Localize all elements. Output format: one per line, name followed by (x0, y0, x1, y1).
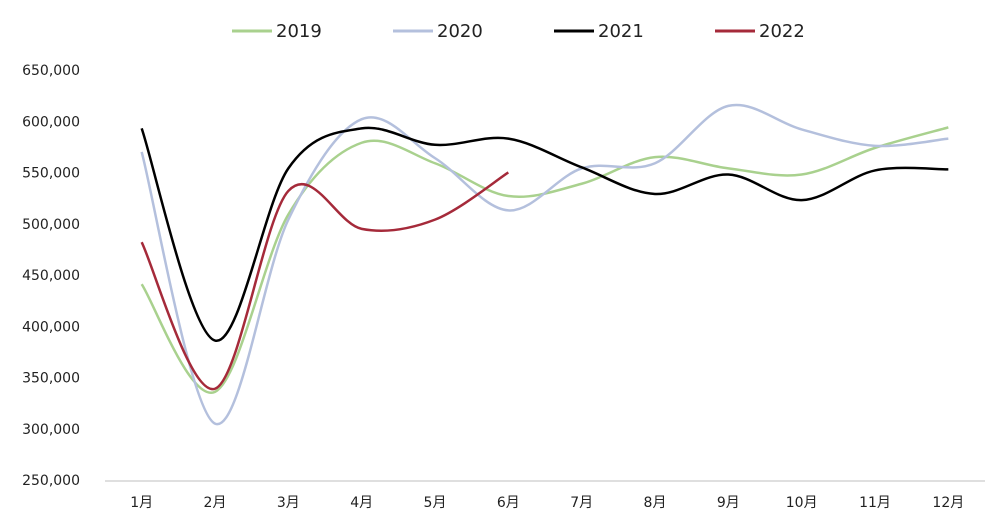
series-line (140, 126, 949, 342)
x-tick-label: 12月 (932, 495, 964, 511)
x-tick-label: 6月 (497, 495, 520, 511)
x-tick-label: 7月 (570, 495, 593, 511)
x-tick-label: 10月 (786, 495, 818, 511)
y-tick-label: 300,000 (22, 422, 80, 438)
y-tick-label: 250,000 (22, 473, 80, 489)
y-tick-label: 450,000 (22, 268, 80, 284)
x-tick-label: 5月 (424, 495, 447, 511)
legend-label: 2020 (437, 21, 483, 42)
y-tick-label: 500,000 (22, 217, 80, 233)
x-tick-label: 9月 (717, 495, 740, 511)
series-line (140, 171, 510, 391)
legend-label: 2022 (759, 21, 805, 42)
y-tick-label: 650,000 (22, 63, 80, 79)
series-line (140, 126, 949, 394)
x-tick-label: 2月 (204, 495, 227, 511)
x-tick-label: 11月 (859, 495, 891, 511)
y-tick-label: 400,000 (22, 319, 80, 335)
x-tick-label: 3月 (277, 495, 300, 511)
series-line (140, 103, 949, 425)
x-tick-label: 8月 (644, 495, 667, 511)
legend-label: 2021 (598, 21, 644, 42)
y-tick-label: 600,000 (22, 114, 80, 130)
y-tick-label: 550,000 (22, 166, 80, 182)
y-tick-label: 350,000 (22, 371, 80, 387)
x-tick-label: 4月 (350, 495, 373, 511)
x-tick-label: 1月 (130, 495, 153, 511)
legend-label: 2019 (276, 21, 322, 42)
